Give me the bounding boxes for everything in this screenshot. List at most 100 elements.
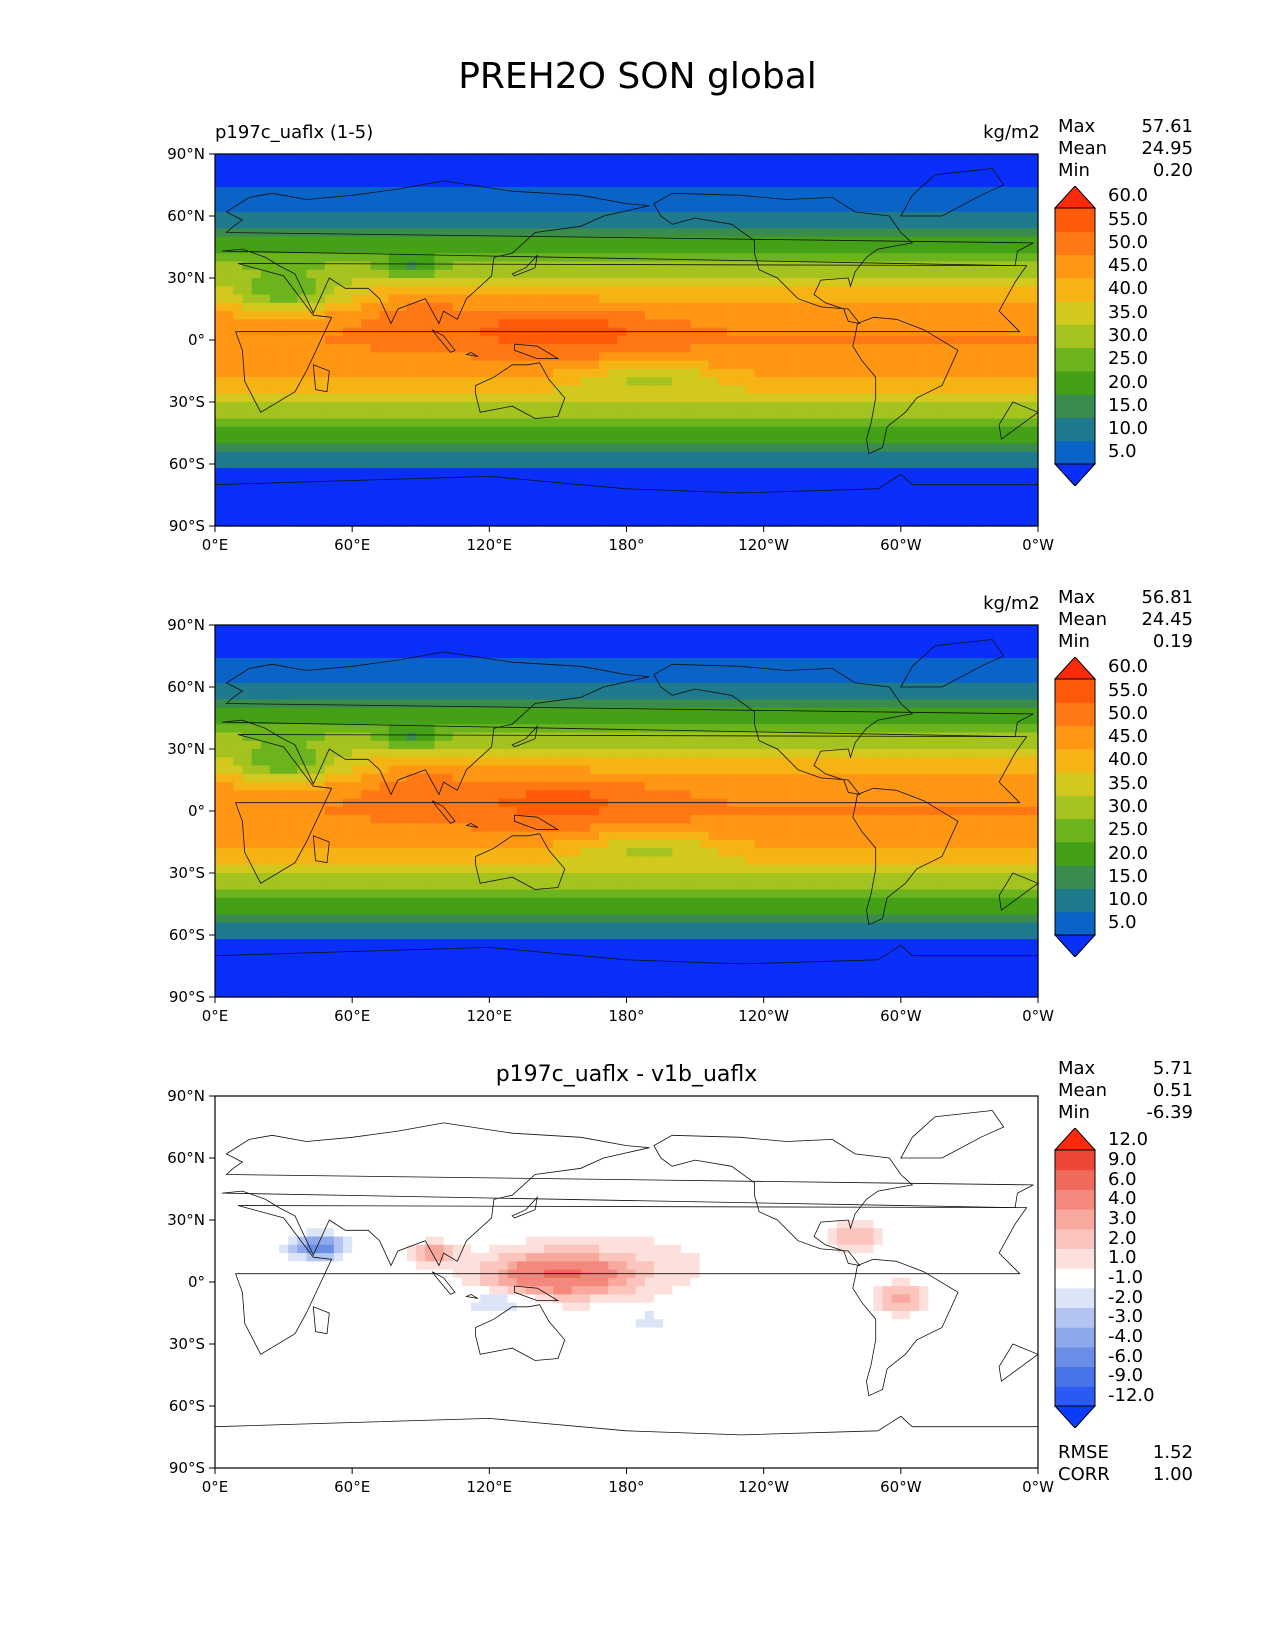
field-cell [562, 674, 573, 684]
field-cell [361, 501, 372, 511]
field-cell [1001, 253, 1012, 263]
field-cell [608, 691, 618, 700]
field-cell [699, 443, 710, 453]
field-cell [772, 484, 783, 494]
field-cell [251, 311, 262, 320]
field-cell [242, 517, 253, 527]
field-cell [937, 435, 948, 444]
field-cell [919, 195, 929, 205]
field-cell [379, 418, 390, 428]
field-cell [562, 368, 573, 378]
field-cell [251, 492, 262, 502]
field-cell [489, 501, 500, 511]
field-cell [361, 426, 372, 436]
field-cell [461, 187, 472, 196]
field-cell [251, 418, 262, 428]
field-cell [827, 195, 838, 205]
field-cell [315, 385, 326, 395]
field-cell [736, 335, 746, 345]
field-cell [324, 402, 335, 411]
field-cell [571, 468, 582, 477]
field-cell [599, 377, 609, 387]
field-cell [361, 335, 372, 345]
field-cell [443, 385, 454, 395]
field-cell [708, 385, 719, 395]
field-cell [379, 691, 390, 700]
field-cell [480, 641, 490, 651]
field-cell [498, 385, 509, 395]
field-cell [827, 253, 838, 263]
field-cell [215, 410, 225, 420]
field-cell [745, 187, 756, 196]
field-cell [663, 162, 673, 172]
field-cell [489, 203, 500, 213]
field-cell [781, 228, 792, 238]
field-cell [288, 311, 298, 320]
field-cell [1010, 187, 1021, 196]
field-cell [571, 261, 582, 271]
field-cell [745, 368, 756, 378]
field-cell [1028, 195, 1039, 205]
field-cell [461, 352, 472, 362]
field-cell [516, 641, 527, 651]
field-cell [324, 435, 335, 444]
field-cell [781, 443, 792, 453]
field-cell [288, 674, 298, 684]
field-cell [215, 476, 225, 486]
field-cell [809, 360, 820, 370]
field-cell [882, 344, 893, 353]
field-cell [571, 236, 582, 246]
field-cell [864, 443, 874, 453]
field-cell [937, 451, 948, 461]
field-cell [599, 649, 609, 659]
field-cell [1028, 302, 1039, 312]
field-cell [370, 278, 381, 287]
field-cell [525, 335, 536, 345]
field-cell [297, 294, 308, 304]
field-cell [818, 220, 829, 229]
field-cell [772, 377, 783, 387]
field-cell [461, 220, 472, 229]
field-cell [589, 459, 600, 469]
field-cell [388, 492, 399, 502]
field-cell [443, 178, 454, 188]
field-cell [1001, 170, 1012, 180]
field-cell [260, 286, 271, 296]
field-cell [525, 476, 536, 486]
field-cell [461, 236, 472, 246]
field-cell [525, 236, 536, 246]
field-cell [251, 402, 262, 411]
field-cell [242, 170, 253, 180]
field-cell [736, 674, 746, 684]
field-cell [781, 674, 792, 684]
field-cell [864, 170, 874, 180]
field-cell [370, 352, 381, 362]
field-cell [626, 269, 637, 279]
field-cell [891, 501, 902, 511]
field-cell [480, 162, 490, 172]
field-cell [928, 459, 939, 469]
field-cell [754, 426, 765, 436]
field-cell [855, 236, 865, 246]
field-cell [489, 319, 500, 329]
field-cell [964, 368, 975, 378]
field-cell [983, 435, 993, 444]
field-cell [909, 468, 920, 477]
field-cell [727, 633, 737, 643]
field-cell [626, 211, 637, 221]
field-cell [882, 278, 893, 287]
field-cell [333, 674, 344, 684]
field-cell [544, 410, 554, 420]
field-cell [224, 674, 234, 684]
field-cell [973, 195, 984, 205]
field-cell [507, 641, 518, 651]
field-cell [809, 418, 820, 428]
field-cell [571, 509, 582, 519]
field-cell [855, 187, 865, 196]
field-cell [288, 228, 298, 238]
field-cell [626, 170, 637, 180]
field-cell [562, 410, 573, 420]
field-cell [498, 691, 509, 700]
field-cell [818, 509, 829, 519]
field-cell [599, 278, 609, 287]
